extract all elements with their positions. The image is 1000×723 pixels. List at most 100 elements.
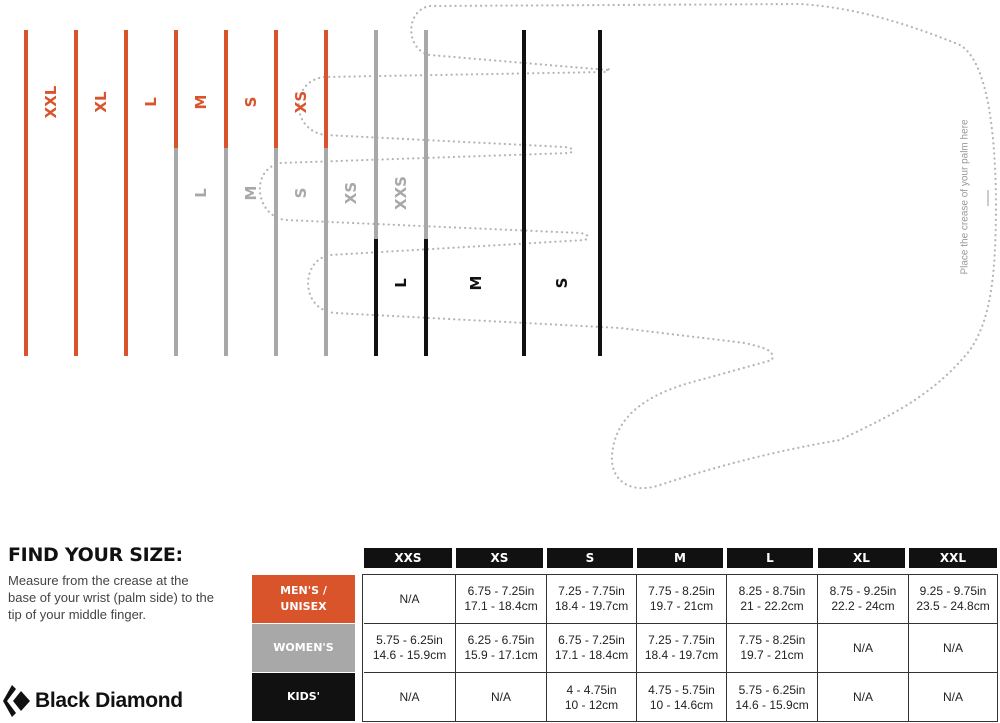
size-ruler-line bbox=[224, 148, 228, 356]
size-ruler-label: L bbox=[392, 278, 410, 288]
size-ruler-label: L bbox=[142, 97, 160, 107]
size-column-header: S bbox=[547, 548, 633, 568]
size-ruler-line bbox=[424, 239, 428, 356]
size-value: 4.75 - 5.75in bbox=[648, 682, 715, 697]
size-value: 5.75 - 6.25in bbox=[376, 633, 443, 647]
size-cell: N/A bbox=[909, 673, 997, 722]
size-value: 7.75 - 8.25in bbox=[648, 584, 715, 598]
size-value: 19.7 - 21cm bbox=[740, 648, 804, 662]
row-header: MEN'S / UNISEX bbox=[252, 575, 355, 623]
size-cell: N/A bbox=[818, 673, 909, 722]
size-value: 23.5 - 24.8cm bbox=[916, 599, 990, 613]
size-ruler-label: S bbox=[242, 96, 260, 108]
size-value: 7.25 - 7.75in bbox=[648, 633, 715, 647]
size-ruler-label: S bbox=[553, 277, 571, 289]
size-cell: 5.75 - 6.25in 14.6 - 15.9cm bbox=[364, 624, 456, 673]
size-cell: 4 - 4.75in 10 - 12cm bbox=[547, 673, 637, 722]
size-value: N/A bbox=[942, 640, 963, 655]
size-cell: N/A bbox=[909, 624, 997, 673]
size-ruler-line bbox=[522, 30, 526, 356]
size-value: 21 - 22.2cm bbox=[740, 599, 804, 613]
size-cell: 4.75 - 5.75in 10 - 14.6cm bbox=[637, 673, 727, 722]
size-value: 10 - 14.6cm bbox=[649, 697, 714, 712]
size-value: 5.75 - 6.25in bbox=[738, 682, 806, 697]
palm-crease-instruction: Place the crease of your palm here bbox=[959, 119, 971, 275]
size-ruler-label: XS bbox=[292, 90, 310, 114]
size-column-header: XS bbox=[456, 548, 543, 568]
size-cell: N/A bbox=[456, 673, 547, 722]
find-your-size-heading: FIND YOUR SIZE: bbox=[8, 544, 183, 566]
brand-logo: Black Diamond bbox=[3, 685, 183, 717]
size-value: N/A bbox=[852, 640, 873, 655]
size-ruler-label: XXL bbox=[42, 85, 60, 119]
size-column-header: XXL bbox=[909, 548, 997, 568]
size-ruler-line bbox=[174, 148, 178, 356]
size-ruler-line bbox=[598, 30, 602, 356]
size-ruler-line bbox=[74, 30, 78, 356]
size-value: 17.1 - 18.4cm bbox=[554, 648, 629, 662]
size-cell: 8.75 - 9.25in 22.2 - 24cm bbox=[818, 575, 909, 624]
size-ruler-line bbox=[324, 30, 328, 148]
size-value: 6.75 - 7.25in bbox=[467, 584, 535, 598]
brand-name: Black Diamond bbox=[35, 689, 183, 712]
size-cell: N/A bbox=[364, 575, 456, 624]
size-value: 4 - 4.75in bbox=[566, 682, 617, 697]
size-value: 7.25 - 7.75in bbox=[558, 584, 625, 598]
size-value: N/A bbox=[942, 690, 963, 704]
size-ruler-line bbox=[274, 148, 278, 356]
size-ruler-line bbox=[124, 30, 128, 356]
size-value: 8.25 - 8.75in bbox=[738, 584, 806, 598]
size-cell: 7.75 - 8.25in 19.7 - 21cm bbox=[637, 575, 727, 624]
arrow-right-icon bbox=[987, 190, 989, 206]
hand-outline bbox=[258, 2, 998, 490]
size-ruler-label: XL bbox=[92, 91, 110, 113]
size-cell: 7.25 - 7.75in 18.4 - 19.7cm bbox=[547, 575, 637, 624]
size-value: 7.75 - 8.25in bbox=[738, 633, 806, 647]
size-value: 18.4 - 19.7cm bbox=[554, 599, 629, 613]
size-cell: N/A bbox=[364, 673, 456, 722]
size-column-header: L bbox=[727, 548, 813, 568]
measure-instructions: Measure from the crease at the base of y… bbox=[8, 573, 214, 622]
size-ruler-label: L bbox=[192, 188, 210, 198]
size-cell: 6.75 - 7.25in 17.1 - 18.4cm bbox=[547, 624, 637, 673]
size-value: 6.25 - 6.75in bbox=[467, 633, 535, 647]
row-header: KIDS' bbox=[252, 673, 355, 721]
size-value: N/A bbox=[852, 690, 873, 704]
size-ruler-line bbox=[374, 239, 378, 356]
size-cell: 7.75 - 8.25in 19.7 - 21cm bbox=[727, 624, 818, 673]
size-cell: 8.25 - 8.75in 21 - 22.2cm bbox=[727, 575, 818, 624]
size-value: 10 - 12cm bbox=[564, 697, 619, 712]
size-column-header: XL bbox=[818, 548, 905, 568]
size-ruler-label: M bbox=[192, 94, 210, 110]
size-value: 8.75 - 9.25in bbox=[829, 584, 897, 598]
size-ruler-label: M bbox=[242, 185, 260, 201]
size-ruler-line bbox=[324, 148, 328, 356]
size-grid: N/A 6.75 - 7.25in 17.1 - 18.4cm 7.25 - 7.75… bbox=[362, 574, 998, 722]
size-value: 15.9 - 17.1cm bbox=[464, 648, 538, 662]
size-value: 6.75 - 7.25in bbox=[558, 633, 625, 647]
size-value: 9.25 - 9.75in bbox=[919, 584, 987, 598]
size-cell: 6.25 - 6.75in 15.9 - 17.1cm bbox=[456, 624, 547, 673]
size-cell: 7.25 - 7.75in 18.4 - 19.7cm bbox=[637, 624, 727, 673]
size-cell: 5.75 - 6.25in 14.6 - 15.9cm bbox=[727, 673, 818, 722]
diamond-logo-icon bbox=[3, 685, 30, 717]
size-value: 14.6 - 15.9cm bbox=[372, 648, 447, 662]
size-ruler-label: XS bbox=[342, 181, 360, 205]
size-ruler-line bbox=[24, 30, 28, 356]
size-value: 14.6 - 15.9cm bbox=[735, 697, 809, 712]
size-value: 18.4 - 19.7cm bbox=[644, 648, 719, 662]
size-value: N/A bbox=[490, 690, 511, 704]
size-value: 19.7 - 21cm bbox=[649, 599, 714, 613]
size-ruler-line bbox=[174, 30, 178, 148]
size-value: 17.1 - 18.4cm bbox=[464, 599, 538, 613]
size-ruler-line bbox=[374, 30, 378, 239]
size-cell: 6.75 - 7.25in 17.1 - 18.4cm bbox=[456, 575, 547, 624]
size-ruler-label: XXS bbox=[392, 176, 410, 210]
size-cell: N/A bbox=[818, 624, 909, 673]
size-cell: 9.25 - 9.75in 23.5 - 24.8cm bbox=[909, 575, 997, 624]
size-value: N/A bbox=[399, 690, 420, 704]
size-ruler-line bbox=[274, 30, 278, 148]
size-ruler-line bbox=[424, 30, 428, 239]
row-header: WOMEN'S bbox=[252, 624, 355, 672]
size-value: N/A bbox=[399, 591, 420, 606]
